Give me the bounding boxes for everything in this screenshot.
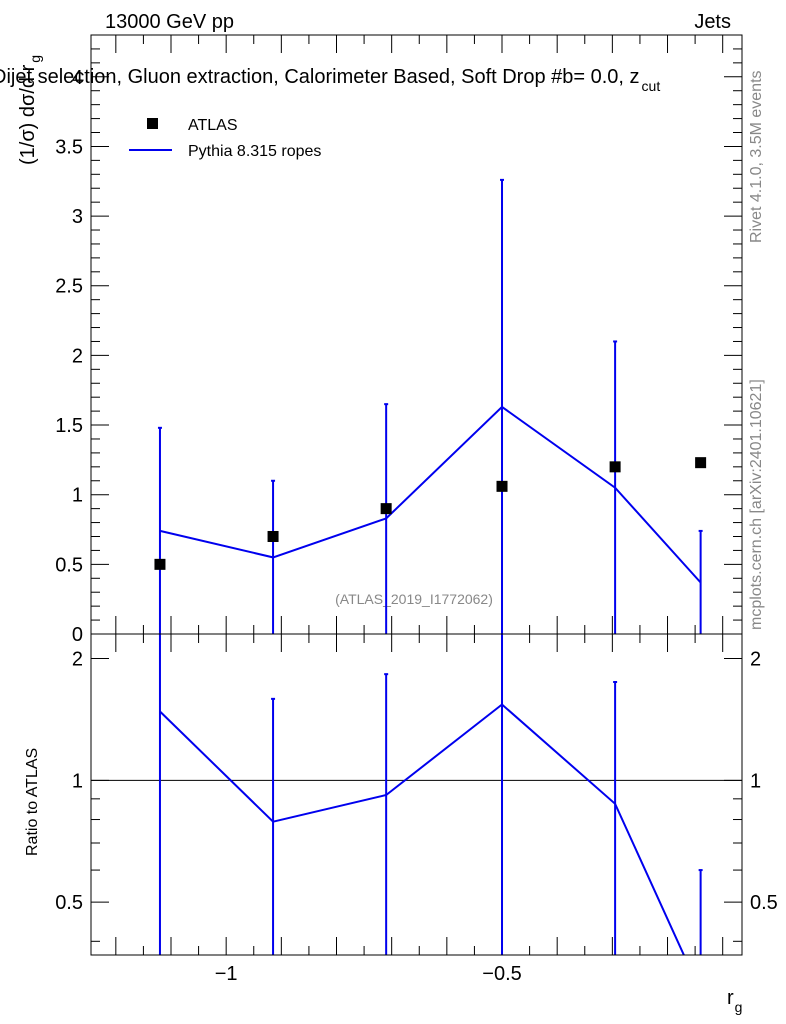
y-tick-label: 4 — [72, 67, 83, 89]
mcplots-label: mcplots.cern.ch [arXiv:2401.10621] — [748, 379, 765, 630]
jets-label: Jets — [694, 11, 731, 33]
y-tick-label: 1.5 — [55, 415, 83, 437]
legend-pythia-label: Pythia 8.315 ropes — [188, 143, 321, 160]
x-tick-label: −1 — [215, 963, 238, 985]
y-tick-label: 0 — [72, 624, 83, 646]
ratio-series — [91, 634, 742, 955]
analysis-watermark: (ATLAS_2019_I1772062) — [335, 591, 493, 607]
ratio-line — [159, 703, 685, 955]
ratio-frame — [90, 633, 743, 956]
rivet-version-label: Rivet 4.1.0, 3.5M events — [748, 70, 765, 243]
y-tick-label: 2 — [72, 345, 83, 367]
atlas-marker — [154, 558, 166, 570]
atlas-marker — [609, 461, 621, 473]
ratio-y-tick-label: 2 — [72, 649, 83, 671]
y-tick-label: 3 — [72, 206, 83, 228]
ratio-axis-ticks: 0.5 0.5 1 1 2 2 −1 −0.5 — [55, 634, 778, 985]
x-axis-label: rg — [727, 987, 742, 1015]
plot-title: Dijet selection, Gluon extraction, Calor… — [0, 66, 660, 94]
y-tick-label: 1 — [72, 485, 83, 507]
y-tick-label: 0.5 — [55, 554, 83, 576]
legend-atlas-label: ATLAS — [188, 117, 238, 134]
y-tick-label: 3.5 — [55, 136, 83, 158]
atlas-marker — [695, 457, 707, 469]
atlas-marker — [267, 530, 279, 542]
ratio-y-tick-label-right: 0.5 — [750, 892, 778, 914]
legend-atlas-marker — [147, 118, 158, 129]
main-axis-ticks: 0 0.5 1 1.5 2 2.5 3 3.5 4 — [55, 34, 742, 646]
legend: ATLAS Pythia 8.315 ropes — [129, 117, 321, 160]
energy-label: 13000 GeV pp — [105, 11, 234, 33]
atlas-marker — [380, 503, 392, 515]
y-axis-label-ratio: Ratio to ATLAS — [24, 748, 41, 856]
y-tick-label: 2.5 — [55, 276, 83, 298]
x-tick-label: −0.5 — [482, 963, 521, 985]
mc-line — [159, 405, 702, 584]
ratio-y-tick-label: 0.5 — [55, 892, 83, 914]
ratio-y-tick-label-right: 2 — [750, 649, 761, 671]
atlas-marker — [496, 480, 508, 492]
ratio-y-tick-label-right: 1 — [750, 770, 761, 792]
y-axis-label-main: (1/σ) dσ/d rg — [17, 55, 43, 165]
main-series — [154, 178, 707, 634]
ratio-y-tick-label: 1 — [72, 770, 83, 792]
